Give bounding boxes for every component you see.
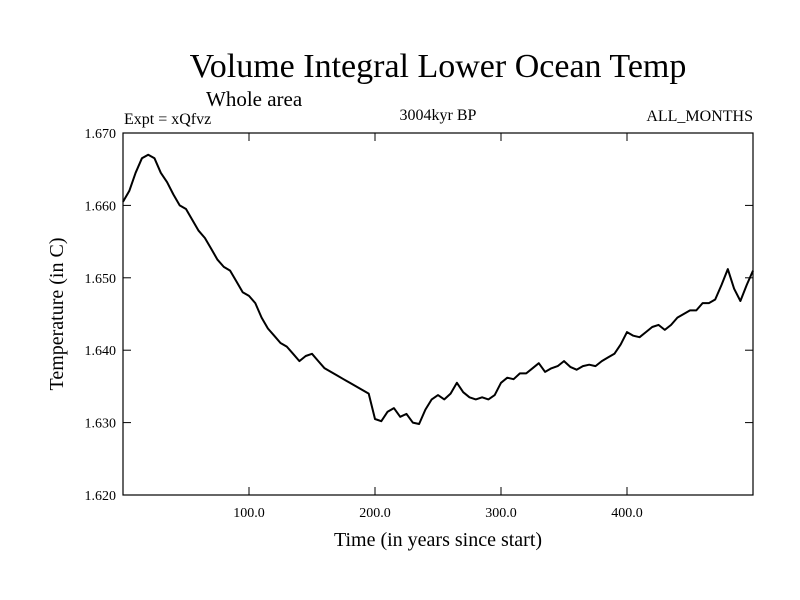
y-tick-label: 1.660	[85, 199, 117, 214]
experiment-label: Expt = xQfvz	[124, 111, 211, 128]
months-label: ALL_MONTHS	[646, 108, 753, 125]
y-tick-label: 1.670	[85, 127, 117, 142]
x-tick-label: 300.0	[485, 506, 517, 521]
y-axis-label: Temperature (in C)	[46, 238, 68, 391]
x-axis-label: Time (in years since start)	[334, 529, 542, 551]
y-tick-label: 1.650	[85, 272, 117, 287]
period-label: 3004kyr BP	[400, 107, 477, 124]
y-tick-label: 1.640	[85, 344, 117, 359]
series-line	[122, 153, 754, 425]
plot-frame	[122, 132, 754, 496]
x-tick-label: 200.0	[359, 506, 391, 521]
x-tick-label: 400.0	[611, 506, 643, 521]
chart-subtitle: Whole area	[206, 87, 303, 111]
x-tick-label: 100.0	[233, 506, 265, 521]
y-tick-label: 1.630	[85, 417, 117, 432]
chart-title: Volume Integral Lower Ocean Temp	[190, 48, 687, 85]
y-tick-label: 1.620	[85, 489, 117, 504]
x-axis-ticks: 100.0 200.0 300.0 400.0	[233, 133, 643, 521]
